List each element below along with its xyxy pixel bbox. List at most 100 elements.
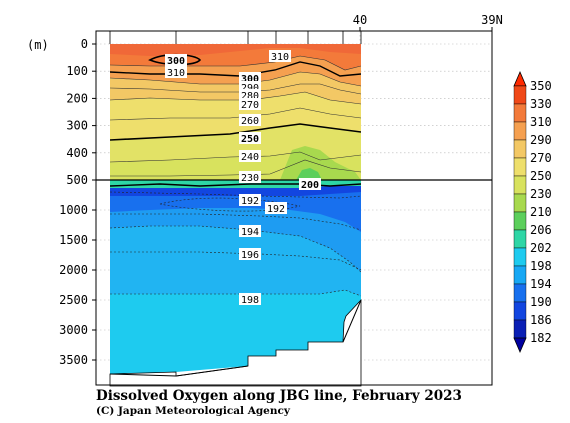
contour-labels: 300 3103103002902802702602502402302001921… xyxy=(165,50,321,306)
contour-240 xyxy=(110,151,361,163)
contour-label-bg-16 xyxy=(239,293,261,305)
colorbar-label-182: 182 xyxy=(530,331,552,345)
y-tick-label-1500: 1500 xyxy=(59,233,88,247)
y-tick-label-2000: 2000 xyxy=(59,263,88,277)
band-upper-green-dome-inner xyxy=(296,168,322,180)
colorbar-segment-3 xyxy=(513,139,527,159)
contour-label-11: 200 xyxy=(301,180,319,191)
lower-contours xyxy=(110,183,361,297)
contour-label-8: 250 xyxy=(241,134,259,145)
contour-label-bg-6 xyxy=(239,98,261,110)
colorbar-label-330: 330 xyxy=(530,97,552,111)
y-tick-label-3500: 3500 xyxy=(59,353,88,367)
colorbar-segment-7 xyxy=(513,211,527,231)
y-tick-label-1000: 1000 xyxy=(59,203,88,217)
contour-label-9: 240 xyxy=(241,152,259,163)
y-axis: 0 100 200 300 400 500 1000 1500 2000 2500 3000 3500 xyxy=(59,37,96,367)
contour-label-bg-10 xyxy=(239,171,261,183)
contour-label-7: 260 xyxy=(241,116,259,127)
contour-label-4: 290 xyxy=(241,83,259,94)
contour-label-bg-9 xyxy=(239,150,261,162)
contour-label-3: 300 xyxy=(241,74,259,85)
colorbar-label-198: 198 xyxy=(530,259,552,273)
contour-280 xyxy=(110,83,361,95)
contour-192-loop xyxy=(159,197,301,212)
colorbar-segment-13 xyxy=(513,319,527,339)
y-tick-label-400: 400 xyxy=(66,146,88,160)
colorbar-label-270: 270 xyxy=(530,151,552,165)
contour-label-bg-12 xyxy=(239,194,261,206)
band-upper-green-dome xyxy=(280,146,361,180)
contour-label-5: 280 xyxy=(241,91,259,102)
colorbar-label-310: 310 xyxy=(530,115,552,129)
contour-label-13: 192 xyxy=(267,204,285,215)
y-tick-label-300: 300 xyxy=(66,119,88,133)
contour-label-bg-2 xyxy=(165,66,187,78)
contour-label-15: 196 xyxy=(241,250,259,261)
colorbar-label-290: 290 xyxy=(530,133,552,147)
lower-panel-fill xyxy=(110,180,361,374)
colorbar-label-250: 250 xyxy=(530,169,552,183)
contour-label-10: 230 xyxy=(241,173,259,184)
chart-credit: (C) Japan Meteorological Agency xyxy=(96,405,290,417)
colorbar-segment-11 xyxy=(513,283,527,303)
band-upper-330 xyxy=(110,44,361,56)
x-axis: 43N4039N xyxy=(353,13,503,31)
colorbar-top-arrow xyxy=(513,70,527,87)
colorbar-label-202: 202 xyxy=(530,241,552,255)
upper-panel-fill xyxy=(110,44,361,180)
contour-200 xyxy=(110,183,361,187)
colorbar-label-230: 230 xyxy=(530,187,552,201)
contour-194 xyxy=(110,225,361,273)
contour-label-1: 310 xyxy=(271,52,289,63)
y-tick-label-100: 100 xyxy=(66,64,88,78)
contour-label-6: 270 xyxy=(241,100,259,111)
colorbar-label-350: 350 xyxy=(530,79,552,93)
contour-198 xyxy=(110,289,361,297)
contour-label-2: 310 xyxy=(167,68,185,79)
y-tick-label-2500: 2500 xyxy=(59,293,88,307)
contour-label-bg-0 xyxy=(165,54,187,66)
contour-label-bg-8 xyxy=(239,132,261,144)
y-tick-label-500: 500 xyxy=(66,173,88,187)
colorbar-segment-9 xyxy=(513,247,527,267)
colorbar-segment-4 xyxy=(513,157,527,177)
x-tick-label-1: 40 xyxy=(353,13,367,27)
colorbar-label-206: 206 xyxy=(530,223,552,237)
contour-label-bg-11 xyxy=(299,178,321,190)
contour-250 xyxy=(110,123,361,141)
contour-270 xyxy=(110,91,361,105)
y-tick-label-0: 0 xyxy=(81,37,88,51)
contour-290 xyxy=(110,71,361,87)
colorbar-label-186: 186 xyxy=(530,313,552,327)
colorbar-segment-2 xyxy=(513,121,527,141)
station-ticks xyxy=(109,31,362,44)
x-tick-label-2: 39N xyxy=(481,13,503,27)
contour-label-16: 198 xyxy=(241,295,259,306)
colorbar-segment-8 xyxy=(513,229,527,249)
colorbar-segment-0 xyxy=(513,85,527,105)
contour-label-bg-15 xyxy=(239,248,261,260)
colorbar-segment-5 xyxy=(513,175,527,195)
colorbar-segment-10 xyxy=(513,265,527,285)
chart-title: Dissolved Oxygen along JBG line, Februar… xyxy=(96,388,462,404)
contour-label-12: 192 xyxy=(241,196,259,207)
colorbar-segment-12 xyxy=(513,301,527,321)
contour-230 xyxy=(110,159,361,177)
contour-260 xyxy=(110,107,361,121)
colorbar: 350 330 310 290 270 250 230 210 206 202 198 194 190 1… xyxy=(513,70,552,354)
y-tick-label-200: 200 xyxy=(66,91,88,105)
contour-label-bg-1 xyxy=(269,50,291,62)
plot-border xyxy=(95,30,493,386)
contour-label-14: 194 xyxy=(241,227,259,238)
y-unit-label: (m) xyxy=(27,38,49,52)
contour-193 xyxy=(110,191,361,199)
contour-label-bg-13 xyxy=(265,202,287,214)
contour-label-bg-14 xyxy=(239,225,261,237)
colorbar-bottom-arrow xyxy=(513,337,527,354)
colorbar-segment-1 xyxy=(513,103,527,123)
contour-label-bg-7 xyxy=(239,114,261,126)
colorbar-label-194: 194 xyxy=(530,277,552,291)
sea-floor-outline xyxy=(109,299,362,377)
